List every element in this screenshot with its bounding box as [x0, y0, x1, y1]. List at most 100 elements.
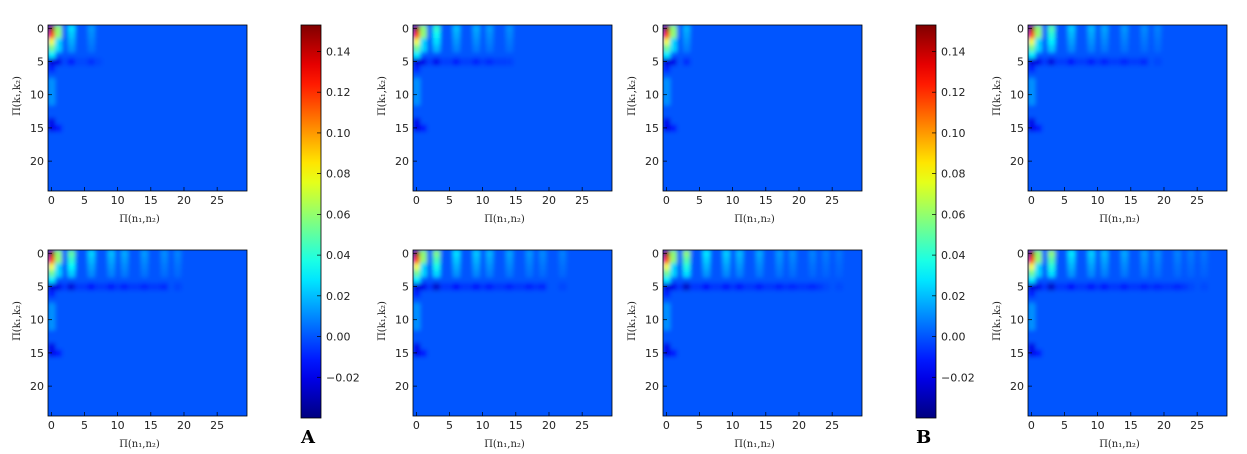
- heatmap-cell: [1087, 283, 1095, 291]
- axes-frame: [412, 24, 613, 192]
- heatmap-cell: [669, 25, 677, 33]
- heatmap-cell: [1067, 58, 1076, 66]
- y-tick-label: 0: [652, 247, 659, 260]
- x-tick-label: 0: [663, 419, 670, 432]
- heatmap-cell: [485, 250, 494, 258]
- heatmap-cell: [160, 269, 168, 278]
- heatmap-cell: [1140, 250, 1148, 258]
- heatmap-cell: [485, 256, 494, 264]
- heatmap-cell: [48, 276, 56, 284]
- heatmap-cell: [1154, 250, 1162, 258]
- heatmap-cell: [682, 25, 691, 33]
- y-tick-label: 20: [30, 380, 44, 393]
- x-tick-label: 25: [1190, 419, 1204, 432]
- x-tick-label: 20: [542, 194, 556, 207]
- heatmap-cell: [67, 58, 76, 66]
- heatmap-cell: [1041, 283, 1049, 291]
- heatmap-cell: [1087, 263, 1095, 271]
- heatmap-cell: [1187, 283, 1195, 291]
- heatmap-cell: [539, 283, 547, 291]
- heatmap-cell: [802, 283, 810, 291]
- y-tick-label: 5: [652, 56, 659, 69]
- heatmap-cell: [452, 31, 461, 39]
- heatmap-cell: [120, 256, 129, 264]
- heatmap-cell: [1140, 58, 1148, 66]
- x-tick-label: 25: [825, 194, 839, 207]
- heatmap-cell: [1034, 44, 1042, 53]
- heatmap-cell: [48, 38, 56, 46]
- heatmap-cell: [709, 283, 717, 291]
- heatmap-cell: [729, 283, 737, 291]
- heatmap-cell: [1140, 256, 1148, 264]
- heatmap-cell: [822, 256, 830, 264]
- heatmap-cell: [67, 38, 76, 46]
- heatmap-panel-0-0: 0 5 10 15 20 25 0 5 10 15 20 Π(n₁,n₂) Π(k₁,k₂): [12, 22, 248, 225]
- heatmap-cell: [558, 250, 567, 258]
- heatmap-cell: [127, 283, 135, 291]
- heatmap-cell: [87, 263, 96, 271]
- heatmap-cell: [663, 31, 671, 39]
- heatmap-cell: [532, 283, 540, 291]
- heatmap-cell: [1067, 250, 1076, 258]
- heatmap-cell: [48, 84, 56, 92]
- heatmap-cell: [426, 58, 434, 66]
- heatmap-cell: [485, 38, 494, 46]
- x-tick-label: 5: [696, 194, 703, 207]
- heatmap-cell: [663, 323, 671, 331]
- heatmap-cell: [1047, 31, 1056, 39]
- y-axis-label: Π(k₁,k₂): [377, 76, 388, 116]
- x-tick-label: 25: [1190, 194, 1204, 207]
- heatmap-cell: [140, 250, 149, 258]
- heatmap-cell: [140, 263, 149, 271]
- heatmap-cell: [485, 25, 494, 33]
- heatmap-cell: [67, 269, 76, 278]
- colorbar-tick-label: 0.04: [941, 249, 966, 262]
- heatmap-cell: [702, 263, 711, 271]
- heatmap-cell: [1047, 283, 1056, 291]
- heatmap-cell: [48, 269, 56, 278]
- heatmap-cell: [459, 58, 467, 66]
- heatmap-cell: [1028, 263, 1036, 271]
- heatmap-cell: [702, 269, 711, 278]
- heatmap-cell: [1081, 283, 1089, 291]
- heatmap-cell: [446, 58, 454, 66]
- heatmap-cell: [419, 25, 427, 33]
- heatmap-cell: [67, 25, 76, 33]
- heatmap-cell: [419, 38, 427, 46]
- heatmap-cell: [1173, 250, 1182, 258]
- heatmap-cell: [174, 283, 182, 291]
- heatmap-cell: [1120, 31, 1129, 39]
- heatmap-cell: [174, 269, 182, 278]
- heatmap-cell: [1047, 263, 1056, 271]
- heatmap-cell: [835, 283, 843, 291]
- x-tick-label: 5: [1061, 419, 1068, 432]
- y-tick-label: 10: [645, 89, 659, 102]
- axes-frame: [662, 24, 863, 192]
- heatmap-cell: [472, 31, 480, 39]
- heatmap-panel-1-0: 0 5 10 15 20 25 0 5 10 15 20 Π(n₁,n₂) Π(k₁,k₂): [627, 22, 863, 225]
- heatmap-cell: [539, 250, 547, 258]
- x-tick-label: 10: [111, 194, 125, 207]
- heatmap-cell: [160, 263, 168, 271]
- colorbar-tick-label: 0.00: [326, 331, 351, 344]
- heatmap-cell: [472, 269, 480, 278]
- heatmap-cell: [539, 269, 547, 278]
- y-tick-label: 20: [395, 380, 409, 393]
- heatmap-cell: [539, 263, 547, 271]
- heatmap-cell: [54, 58, 62, 66]
- heatmap-cell: [663, 342, 671, 351]
- heatmap-cell: [789, 283, 797, 291]
- heatmap-cell: [87, 283, 96, 291]
- heatmap-cell: [722, 250, 730, 258]
- colorbar-1: −0.02 0.00 0.02 0.04 0.06 0.08 0.10 0.12 0.14 B: [915, 24, 975, 448]
- y-tick-label: 0: [652, 22, 659, 35]
- heatmap-cell: [107, 256, 115, 264]
- heatmap-cell: [485, 58, 494, 66]
- x-tick-label: 20: [1157, 194, 1171, 207]
- heatmap-cell: [413, 31, 421, 39]
- heatmap-cell: [682, 283, 691, 291]
- x-axis-label: Π(n₁,n₂): [484, 214, 525, 225]
- x-tick-label: 15: [759, 419, 773, 432]
- heatmap-cell: [808, 250, 817, 258]
- heatmap-cell: [61, 283, 69, 291]
